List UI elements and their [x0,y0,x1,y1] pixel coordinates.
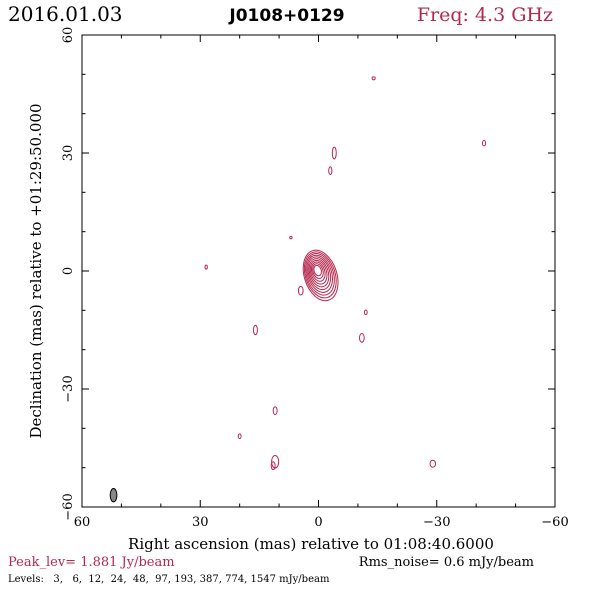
x-tick-label: 30 [192,515,209,530]
y-tick-label: 60 [61,27,76,44]
core-contour [313,264,322,277]
beam-shape [109,488,118,503]
source-name: J0108+0129 [228,6,344,26]
core-contour [309,259,328,285]
observation-date: 2016.01.03 [8,2,123,26]
x-tick-label: −60 [541,515,568,530]
component-contour [331,146,337,160]
component-contour [204,264,208,270]
plot-frame [81,34,556,508]
x-axis-label: Right ascension (mas) relative to 01:08:… [128,535,494,553]
core-contour [302,249,339,302]
core-contour [303,251,337,299]
core-contour [305,253,335,296]
component-contour [328,166,333,176]
component-contour [481,139,487,147]
component-contour [297,285,304,296]
x-tick-label: 60 [74,515,91,530]
core-contour [308,258,330,288]
frequency-label: Freq: 4.3 GHz [417,4,553,26]
core-contour [307,256,332,291]
contours [204,76,487,471]
component-contour [272,406,278,416]
tick-labels: 60 30 0 −30 −60 −60 −30 0 30 60 [61,27,569,530]
y-axis-label: Declination (mas) relative to +01:29:50.… [27,103,45,438]
rms-noise: Rms_noise= 0.6 mJy/beam [359,555,534,570]
component-contour [358,333,365,343]
peak-level: Peak_lev= 1.881 Jy/beam [8,555,175,570]
core-contour [312,263,324,280]
core-contour [310,261,326,282]
x-tick-label: −30 [423,515,450,530]
component-contour [363,309,368,316]
contour-levels: Levels: 3, 6, 12, 24, 48, 97, 193, 387, … [8,574,330,585]
x-tick-label: 0 [314,515,322,530]
component-contour [429,459,437,468]
component-contour [371,76,376,81]
component-contour [289,235,293,240]
y-tick-label: 0 [61,267,76,275]
y-tick-label: −30 [61,375,76,402]
axis-ticks [81,34,556,508]
beam-ellipse [109,488,118,503]
component-contour [237,433,242,440]
component-contour [270,461,276,471]
core-contour [306,254,333,293]
component-contour [252,324,258,336]
y-tick-label: −60 [61,493,76,520]
y-tick-label: 30 [61,145,76,162]
